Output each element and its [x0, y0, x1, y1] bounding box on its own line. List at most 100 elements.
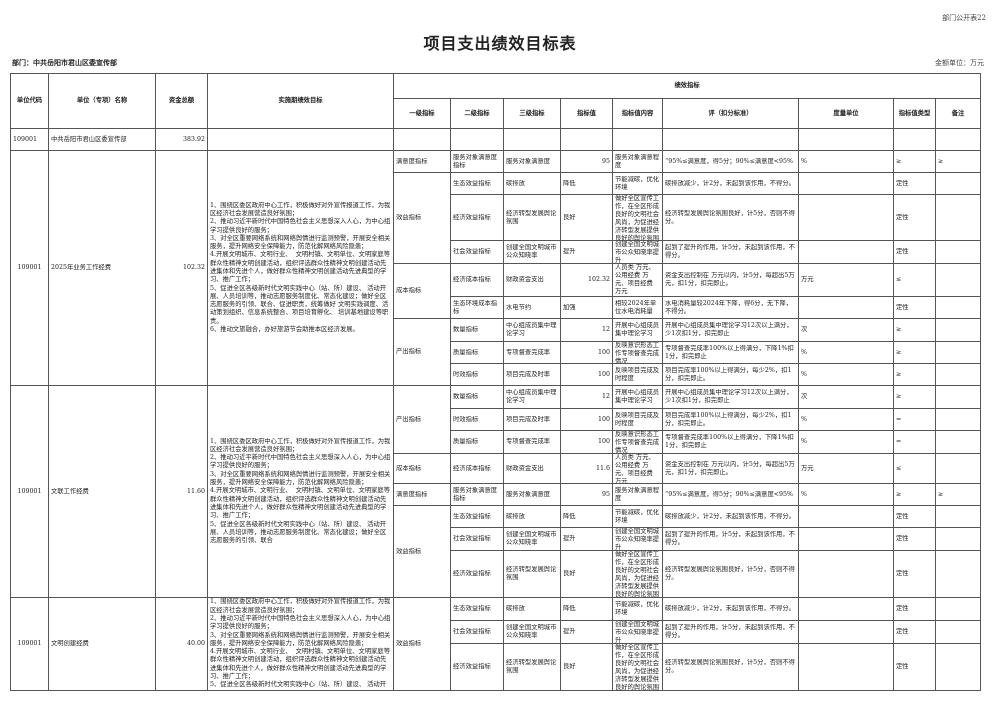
indicator-row: 产出指标 数量指标 中心组成员集中理论学习 12 开展中心组成员集中理论学习 开展中心组成… [11, 318, 982, 386]
indicator-content: 人员类 万元、公用经费 万元、项目经费 万元 [612, 453, 663, 484]
indicator-standard-text: 经济转型发展舆论氛围良好，计5分，否则不得分。 [665, 209, 795, 225]
indicator-level3: 服务对象满意度 [503, 150, 561, 173]
project-goal: 1、围绕区委区政府中心工作，积极做好对外宣传报道工作，为我区经济社会发展营造良好… [207, 385, 394, 598]
indicator-unit [798, 194, 894, 241]
indicator-value-text: 降低 [563, 179, 576, 187]
indicator-level3: 财政资金支出 [503, 263, 561, 297]
indicator-level2: 生态效益指标 [450, 505, 504, 528]
indicator-level1-text: 满意度指标 [396, 490, 428, 498]
indicator-standard-text: 起到了提升的作用，计5分，未起到该作用，不得分。 [665, 624, 795, 639]
indicator-standard: 起到了提升的作用，计5分，未起到该作用，不得分。 [662, 620, 799, 644]
indicator-level2-text: 数量指标 [453, 393, 479, 400]
indicator-level3: 专项督查完成率 [503, 341, 561, 364]
indicator-level3-text: 经济转型发展舆论氛围 [506, 566, 557, 581]
indicator-level3-text: 碳排放 [506, 512, 525, 520]
indicator-value: 12 [560, 385, 613, 409]
indicator-content-text: 服务对象满意程度 [615, 153, 660, 169]
indicator-unit: 次 [798, 385, 894, 409]
indicator-standard-text: 起到了提升的作用，计5分，未起到该作用，不得分。 [665, 244, 795, 259]
indicator-level3: 创建全国文明城市公众知晓率 [503, 527, 561, 551]
indicator-standard-text: 经济转型发展舆论氛围良好，计5分，否则不得分。 [665, 659, 795, 674]
indicator-remark [934, 430, 982, 454]
indicator-unit-text: % [801, 370, 807, 378]
indicator-level2: 质量指标 [450, 430, 504, 454]
indicator-value: 102.32 [560, 263, 613, 297]
indicator-content-text: 人员类 万元、公用经费 万元、项目经费 万元 [615, 264, 655, 296]
indicator-content: 人员类 万元、公用经费 万元、项目经费 万元 [612, 263, 663, 297]
header-unit: 度量单位 [798, 98, 894, 129]
indicator-type-text: = [896, 438, 902, 445]
indicator-level3: 经济转型发展舆论氛围 [503, 643, 561, 691]
indicator-level2-text: 服务对象满意度指标 [453, 486, 498, 502]
indicator-type-text: 定性 [896, 535, 909, 542]
indicator-standard: 项目完成率100%以上得满分，每少2%，扣1分，扣完即止。 [662, 408, 799, 431]
project-goal-text: 1、围绕区委区政府中心工作，积极做好对外宣传报道工作，为我区经济社会发展营造良好… [210, 437, 391, 545]
header-code: 单位代码 [10, 73, 49, 129]
indicator-value: 100 [560, 408, 613, 431]
indicator-level2-text: 质量指标 [453, 348, 479, 356]
indicator-content: 反映意识形态工作专项督查完成情况 [612, 430, 663, 454]
header-type: 指标值类型 [893, 98, 936, 129]
indicator-value: 12 [560, 318, 613, 342]
indicator-unit-text: 次 [801, 393, 808, 400]
indicator-level1: 成本指标 [393, 453, 451, 484]
indicator-content-text: 服务对象满意程度 [615, 486, 660, 502]
indicator-level3: 碳排放 [503, 172, 561, 195]
summary-code: 109001 [10, 128, 49, 151]
indicator-level3: 中心组成员集中理论学习 [503, 385, 561, 409]
indicator-level2: 时效指标 [450, 363, 504, 386]
project-amount: 102.32 [155, 150, 208, 386]
indicator-level3-text: 创建全国文明城市公众知晓率 [506, 531, 557, 546]
indicator-content: 反映意识形态工作专项督查完成情况 [612, 341, 663, 364]
indicator-remark [934, 620, 982, 644]
indicator-level2: 服务对象满意度指标 [450, 150, 504, 173]
indicator-level3-text: 项目完成及时率 [506, 415, 551, 423]
indicator-unit: % [798, 430, 894, 454]
indicator-value-text: 加强 [563, 303, 576, 311]
indicator-content-text: 开展中心组成员集中理论学习 [615, 322, 660, 337]
indicator-content: 开展中心组成员集中理论学习 [612, 385, 663, 409]
indicator-standard: 开展中心组成员集中理论学习12次以上满分，少1次扣1分，扣完即止 [662, 385, 799, 409]
indicator-level3-text: 创建全国文明城市公众知晓率 [506, 244, 557, 259]
summary-row: 109001 中共岳阳市君山区委宣传部 383.92 [10, 128, 982, 151]
indicator-unit-text: % [801, 348, 807, 356]
indicator-standard-text: 项目完成率100%以上得满分，每少2%，扣1分，扣完即止。 [665, 366, 792, 382]
indicator-content: 节能减碳，优化环境 [612, 172, 663, 195]
indicator-value-text: 100 [597, 415, 610, 423]
indicator-level3-text: 创建全国文明城市公众知晓率 [506, 624, 557, 639]
indicator-type-text: 定性 [896, 570, 909, 577]
indicator-level1-text: 满意度指标 [396, 157, 428, 165]
project-amount-text: 11.60 [186, 487, 205, 495]
header-l1: 一级指标 [393, 98, 451, 129]
indicator-value: 95 [560, 150, 613, 173]
indicator-unit [798, 240, 894, 264]
project-name-text: 2025年业务工作经费 [51, 264, 112, 271]
project-name: 文明创建经费 [48, 597, 156, 691]
indicator-standard: “95%≤满意度，得5分；90%≤满意度<95% [662, 150, 799, 173]
indicator-content-text: 反映意识形态工作专项督查完成情况 [615, 431, 660, 453]
indicator-level3: 创建全国文明城市公众知晓率 [503, 240, 561, 264]
indicator-value-text: 11.6 [595, 464, 610, 472]
indicator-row: 社会效益指标 创建全国文明城市公众知晓率 提升 创建全国文明城市公众知晓率提升 起到了提… [11, 240, 982, 264]
indicator-row: 经济效益指标 经济转型发展舆论氛围 良好 做好全区宣传工作，在全区形成良好的文明社会风… [11, 194, 982, 241]
indicator-standard: 资金支出控制在 万元以内，计5分，每超出5万元，扣1分，扣完即止。 [662, 453, 799, 484]
indicator-level2: 质量指标 [450, 341, 504, 364]
indicator-standard: 专项督查完成率100%以上得满分，下降1%扣1分，扣完即止 [662, 430, 799, 454]
indicator-unit-text: 万元 [801, 464, 814, 472]
indicator-content-text: 反映意识形态工作专项督查完成情况 [615, 342, 660, 363]
indicator-standard-text: 项目完成率100%以上得满分，每少2%，扣1分，扣完即止。 [665, 411, 792, 427]
indicator-unit [798, 620, 894, 644]
indicator-content: 服务对象满意程度 [612, 150, 663, 173]
indicator-level2-text: 生态效益指标 [453, 605, 491, 612]
header-value: 指标值 [560, 98, 613, 129]
indicator-standard: 水电消耗量较2024年下降，得6分，无下降，不得分。 [662, 296, 799, 319]
indicator-type: ≥ [893, 318, 936, 342]
indicator-level1-text: 成本指标 [396, 287, 422, 294]
project-name: 2025年业务工作经费 [48, 150, 156, 386]
indicator-level2-text: 质量指标 [453, 438, 479, 445]
indicator-level2: 生态效益指标 [450, 172, 504, 195]
indicator-remark-text: ≥ [938, 490, 944, 498]
indicator-remark [934, 318, 982, 342]
header-standard: 评（扣分标准） [662, 98, 799, 129]
